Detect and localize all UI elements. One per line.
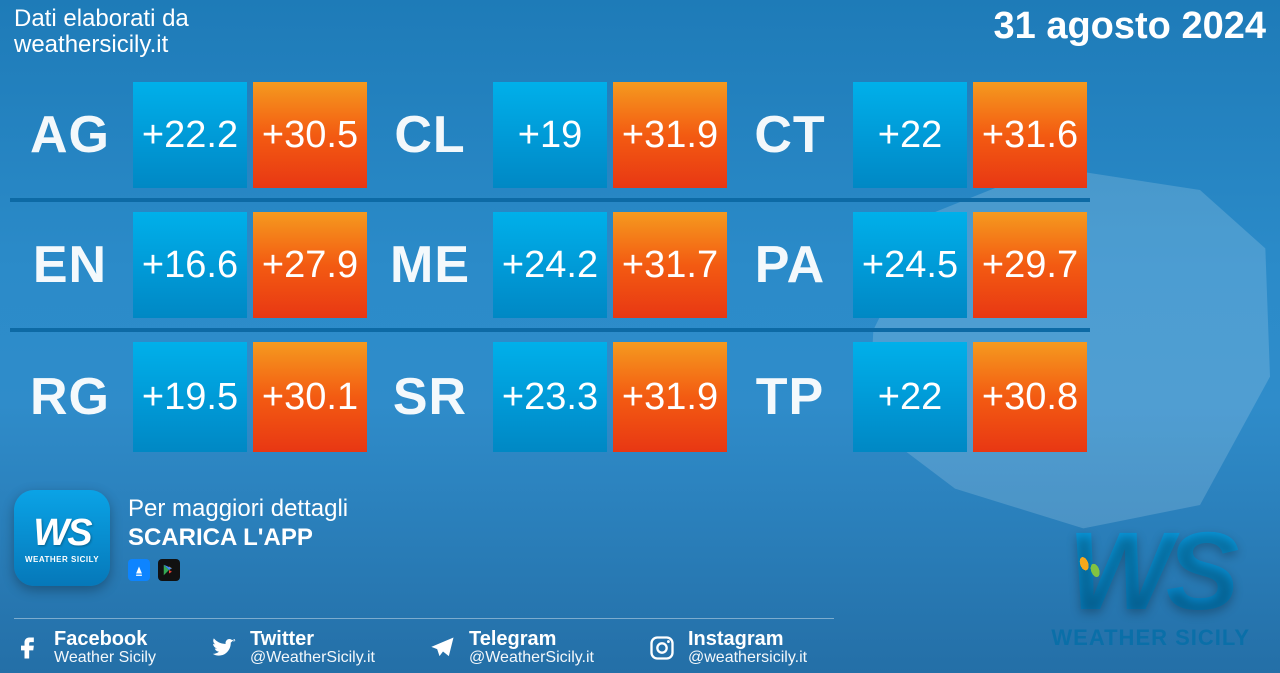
province-code: AG <box>10 72 130 198</box>
temp-min: +22 <box>853 82 967 188</box>
grid-row: EN +16.6 +27.9 ME +24.2 +31.7 PA +24.5 +… <box>10 202 1090 332</box>
temp-min: +24.5 <box>853 212 967 318</box>
temp-max: +31.7 <box>613 212 727 318</box>
province-code: EN <box>10 202 130 328</box>
social-telegram[interactable]: Telegram @WeatherSicily.it <box>429 629 594 667</box>
temp-min: +16.6 <box>133 212 247 318</box>
social-handle: @WeatherSicily.it <box>469 649 594 667</box>
brand-logo: WS WEATHER SICILY <box>1051 508 1250 651</box>
social-name: Instagram <box>688 629 807 649</box>
social-name: Facebook <box>54 629 156 649</box>
grid-row: AG +22.2 +30.5 CL +19 +31.9 CT +22 +31.6 <box>10 72 1090 202</box>
temp-max: +30.8 <box>973 342 1087 452</box>
app-promo-line1: Per maggiori dettagli <box>128 495 348 524</box>
temp-min: +19.5 <box>133 342 247 452</box>
app-promo-line2: SCARICA L'APP <box>128 524 348 553</box>
weather-card: Dati elaborati da weathersicily.it 31 ag… <box>0 0 1280 673</box>
social-handle: Weather Sicily <box>54 649 156 667</box>
header-source: Dati elaborati da weathersicily.it <box>14 6 189 59</box>
facebook-icon <box>14 634 42 662</box>
social-instagram[interactable]: Instagram @weathersicily.it <box>648 629 807 667</box>
temp-max: +29.7 <box>973 212 1087 318</box>
province-code: ME <box>370 202 490 328</box>
temp-min: +22.2 <box>133 82 247 188</box>
social-name: Twitter <box>250 629 375 649</box>
temp-max: +31.9 <box>613 342 727 452</box>
app-badge[interactable]: WS WEATHER SICILY <box>14 490 110 586</box>
province-code: PA <box>730 202 850 328</box>
province-code: SR <box>370 332 490 462</box>
brand-logo-text: WS <box>1051 508 1250 635</box>
grid-row: RG +19.5 +30.1 SR +23.3 +31.9 TP +22 +30… <box>10 332 1090 462</box>
temp-min: +24.2 <box>493 212 607 318</box>
telegram-icon <box>429 634 457 662</box>
twitter-icon <box>210 634 238 662</box>
appstore-icon[interactable] <box>128 559 150 581</box>
temp-max: +31.9 <box>613 82 727 188</box>
temp-max: +27.9 <box>253 212 367 318</box>
app-badge-caption: WEATHER SICILY <box>25 555 99 564</box>
temp-max: +31.6 <box>973 82 1087 188</box>
header-line1: Dati elaborati da <box>14 6 189 32</box>
social-handle: @weathersicily.it <box>688 649 807 667</box>
app-promo: WS WEATHER SICILY Per maggiori dettagli … <box>14 490 348 586</box>
header-date: 31 agosto 2024 <box>994 6 1266 48</box>
social-handle: @WeatherSicily.it <box>250 649 375 667</box>
temp-min: +19 <box>493 82 607 188</box>
social-facebook[interactable]: Facebook Weather Sicily <box>14 629 156 667</box>
social-name: Telegram <box>469 629 594 649</box>
province-code: TP <box>730 332 850 462</box>
header-line2: weathersicily.it <box>14 32 189 58</box>
instagram-icon <box>648 634 676 662</box>
temp-min: +22 <box>853 342 967 452</box>
province-code: CL <box>370 72 490 198</box>
temp-min: +23.3 <box>493 342 607 452</box>
social-twitter[interactable]: Twitter @WeatherSicily.it <box>210 629 375 667</box>
temperature-grid: AG +22.2 +30.5 CL +19 +31.9 CT +22 +31.6… <box>10 72 1090 462</box>
app-badge-text: WS <box>33 512 90 555</box>
playstore-icon[interactable] <box>158 559 180 581</box>
province-code: CT <box>730 72 850 198</box>
province-code: RG <box>10 332 130 462</box>
temp-max: +30.1 <box>253 342 367 452</box>
social-bar: Facebook Weather Sicily Twitter @Weather… <box>14 618 834 667</box>
temp-max: +30.5 <box>253 82 367 188</box>
